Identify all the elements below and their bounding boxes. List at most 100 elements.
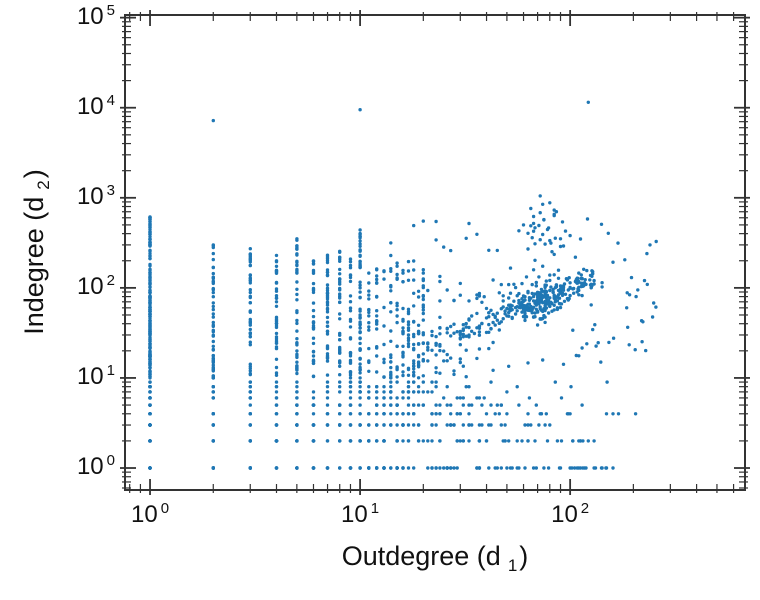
data-point [248,252,252,257]
data-point [501,317,505,321]
data-point [531,466,536,470]
data-point [523,304,527,308]
data-point [148,396,152,400]
data-point [487,311,491,315]
data-point [338,282,342,286]
data-point [585,217,590,221]
data-point [442,396,446,400]
data-point [211,251,215,256]
data-point [421,284,425,288]
data-point [445,352,449,357]
data-point [358,260,362,264]
data-point [395,344,399,349]
data-point [274,380,279,384]
data-point [529,307,533,311]
data-point [295,318,299,323]
data-point [325,293,330,298]
data-point [311,268,316,273]
data-point [592,466,596,470]
data-point [325,423,330,427]
data-point [533,242,537,246]
data-point [375,322,379,326]
data-point [458,281,462,286]
data-point [311,349,316,354]
data-point [348,412,353,416]
data-point [430,466,434,470]
data-point [338,412,342,416]
data-point [148,403,152,407]
data-point [295,371,299,376]
data-point [513,312,518,316]
data-point [510,466,514,470]
data-point [358,239,362,243]
data-point [584,282,588,287]
data-point [636,288,640,292]
data-point [421,333,425,337]
data-point [274,341,279,345]
x-axis-title-close: ) [519,541,529,571]
data-point [406,380,411,384]
data-point [416,289,421,293]
data-point [426,466,430,470]
data-point [445,359,449,363]
data-point [491,320,495,325]
data-point [537,275,541,279]
data-point [548,288,552,293]
data-point [537,302,541,306]
data-point [495,248,499,253]
y-tick-label-10e5: 10 5 [53,2,115,35]
data-point [442,359,446,363]
data-point [633,412,638,416]
data-point [452,466,456,470]
data-point [389,301,393,305]
data-point [517,291,521,296]
data-point [358,423,362,427]
data-point [148,299,152,304]
data-point [401,353,405,358]
data-point [634,294,638,299]
tick-base: 10 [76,272,104,300]
data-point [338,292,342,296]
data-point [295,259,299,263]
data-point [445,466,449,470]
data-point [484,316,489,320]
data-point [295,298,299,302]
data-point [458,357,462,361]
data-point [461,335,465,339]
data-point [148,357,152,361]
data-point [375,319,379,324]
y-axis-title-text: Indegree (d [19,196,49,335]
data-point [348,336,353,340]
data-point [434,423,438,427]
data-point [148,244,152,248]
data-point [375,274,379,278]
data-point [530,236,534,240]
data-point [416,295,421,299]
data-point [568,281,572,285]
data-point [551,287,555,292]
data-point [274,300,279,304]
data-point [493,412,497,416]
data-point [148,385,152,389]
data-point [449,248,453,253]
data-point [325,329,330,333]
data-point [467,221,471,226]
data-point [484,439,489,443]
data-point [358,466,362,470]
data-point [553,236,557,240]
data-point [211,265,215,269]
data-point [416,385,421,389]
data-point [508,266,513,270]
data-point [375,314,379,318]
data-point [248,371,252,376]
data-point [211,257,215,262]
data-point [148,336,152,340]
data-point [477,333,482,337]
data-point [421,374,425,378]
data-point [524,307,529,311]
data-point [401,271,405,275]
data-point [505,390,509,394]
data-point [562,299,567,303]
data-point [572,466,577,470]
data-point [574,353,578,358]
